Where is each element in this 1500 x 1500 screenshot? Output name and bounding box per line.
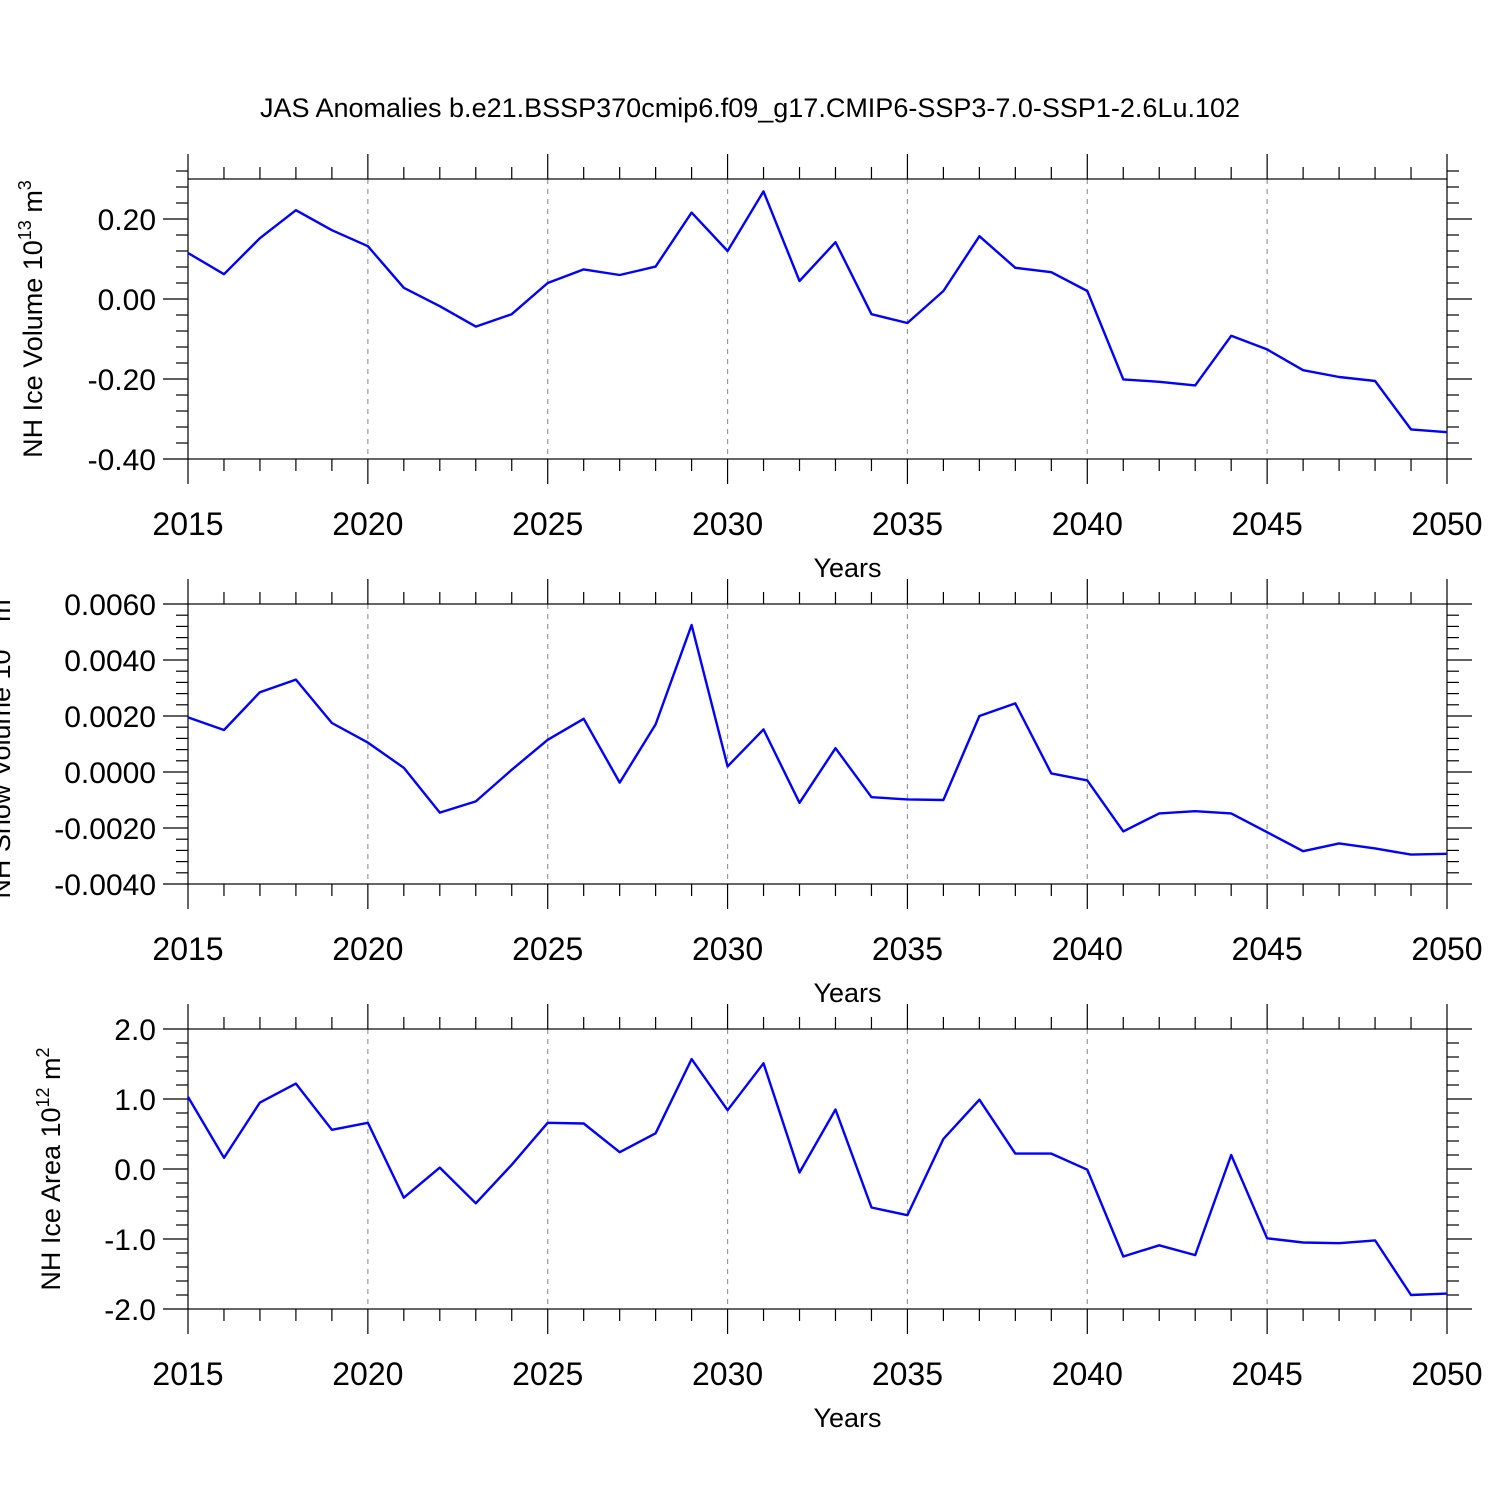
y-tick-label: -0.40	[88, 444, 156, 477]
y-tick-label: 2.0	[114, 1014, 156, 1047]
x-tick-label: 2030	[692, 931, 763, 967]
y-tick-label: -1.0	[104, 1224, 156, 1257]
x-axis-label: Years	[813, 553, 881, 583]
plot-frame	[187, 178, 1448, 460]
y-tick-label: 0.0040	[64, 645, 156, 678]
series-line-ice-area	[186, 1057, 1448, 1297]
plot-frame	[187, 603, 1448, 885]
x-tick-label: 2020	[332, 1356, 403, 1392]
x-tick-label: 2050	[1411, 1356, 1482, 1392]
y-tick-label: -2.0	[104, 1294, 156, 1327]
y-axis-label-part: NH Ice Area 10	[36, 1107, 66, 1290]
y-axis-label-part: m	[0, 599, 16, 629]
y-tick-label: 0.0020	[64, 701, 156, 734]
y-axis-label-part: m	[18, 190, 48, 220]
y-axis-label-superscript: 12	[33, 1087, 53, 1107]
x-tick-label: 2050	[1411, 506, 1482, 542]
panel-snow-volume: 0.0060 0.0040 0.0020 0.0000 -0.0020 -0.0040 20…	[0, 579, 1483, 1008]
x-tick-label: 2040	[1052, 506, 1123, 542]
x-axis-label: Years	[813, 1403, 881, 1433]
x-tick-label: 2015	[152, 931, 223, 967]
x-tick-label: 2020	[332, 931, 403, 967]
x-tick-label: 2045	[1232, 931, 1303, 967]
y-tick-label: -0.0040	[54, 869, 156, 902]
x-tick-label: 2025	[512, 931, 583, 967]
y-tick-label: 0.20	[98, 204, 156, 237]
y-tick-label: 0.0	[114, 1154, 156, 1187]
plot-frame	[187, 1028, 1448, 1310]
y-tick-label: 1.0	[114, 1084, 156, 1117]
y-tick-label: -0.20	[88, 364, 156, 397]
y-axis-label-part: m	[36, 1057, 66, 1087]
x-tick-label: 2035	[872, 931, 943, 967]
x-tick-label: 2025	[512, 1356, 583, 1392]
y-axis-label-superscript: 3	[0, 589, 3, 599]
y-axis-label-superscript: 13	[0, 629, 3, 649]
y-tick-label: -0.0020	[54, 813, 156, 846]
y-axis-label-superscript: 13	[15, 220, 35, 240]
x-tick-label: 2030	[692, 1356, 763, 1392]
panel-ice-volume: 0.20 0.00 -0.20 -0.40 2015 2020 2025 2030 2035 20…	[15, 154, 1483, 583]
x-tick-label: 2015	[152, 1356, 223, 1392]
y-axis-label-part: NH Ice Volume 10	[18, 240, 48, 458]
series-line-ice-volume	[187, 190, 1448, 434]
panel-ice-area: 2.0 1.0 0.0 -1.0 -2.0 2015 2020 2025 2030 2035 204…	[33, 1004, 1483, 1433]
x-tick-label: 2035	[872, 1356, 943, 1392]
y-tick-label: 0.0000	[64, 757, 156, 790]
y-axis-label-part: NH Snow Volume 10	[0, 649, 16, 898]
x-tick-label: 2040	[1052, 1356, 1123, 1392]
chart-title: JAS Anomalies b.e21.BSSP370cmip6.f09_g17…	[260, 93, 1240, 123]
x-tick-label: 2040	[1052, 931, 1123, 967]
series-line-snow-volume	[187, 623, 1448, 856]
x-tick-label: 2035	[872, 506, 943, 542]
x-tick-label: 2045	[1232, 1356, 1303, 1392]
x-tick-label: 2045	[1232, 506, 1303, 542]
x-tick-label: 2050	[1411, 931, 1482, 967]
y-axis-label: NH Ice Volume 1013 m3	[15, 180, 48, 458]
x-tick-label: 2015	[152, 506, 223, 542]
y-tick-label: 0.0060	[64, 589, 156, 622]
x-tick-label: 2025	[512, 506, 583, 542]
y-axis-label-superscript: 2	[33, 1047, 53, 1057]
y-axis-label: NH Snow Volume 1013 m3	[0, 589, 16, 898]
y-tick-label: 0.00	[98, 284, 156, 317]
x-axis-label: Years	[813, 978, 881, 1008]
x-tick-label: 2030	[692, 506, 763, 542]
x-tick-label: 2020	[332, 506, 403, 542]
y-axis-label-superscript: 3	[15, 180, 35, 190]
y-axis-label: NH Ice Area 1012 m2	[33, 1047, 66, 1290]
